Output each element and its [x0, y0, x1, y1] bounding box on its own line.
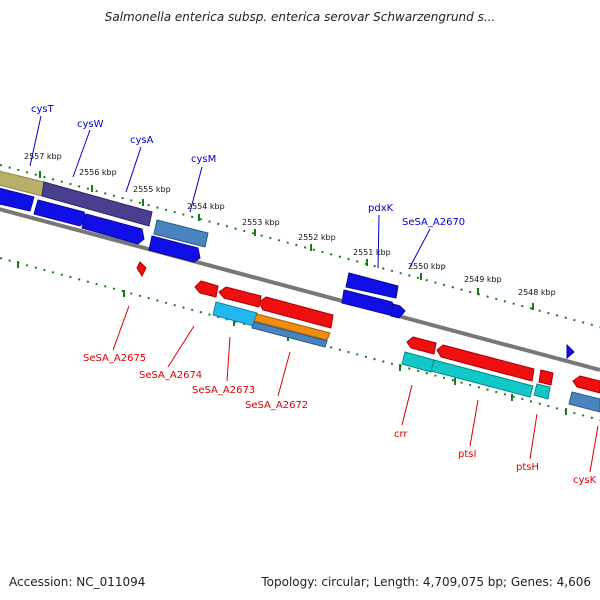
gene-cyan-d[interactable] [533, 383, 551, 400]
bottom-leader-lines [112, 305, 599, 473]
gene-label-ptsH: ptsH [516, 462, 539, 473]
gene-label-SeSA_A2674: SeSA_A2674 [139, 370, 202, 381]
topology-text: Topology: circular; Length: 4,709,075 bp… [261, 575, 591, 589]
gene-label-ptsI: ptsI [458, 449, 476, 460]
gene-crr[interactable] [406, 336, 437, 355]
accession-text: Accession: NC_011094 [9, 575, 146, 589]
gene-label-SeSA_A2673: SeSA_A2673 [192, 385, 255, 396]
ruler-label-2552: 2552 kbp [298, 233, 336, 242]
gene-label-SeSA_A2672: SeSA_A2672 [245, 400, 308, 411]
gene-cysM[interactable] [153, 219, 209, 248]
gene-orange[interactable] [253, 313, 331, 341]
top-ruler-line [0, 164, 600, 328]
gene-cysK[interactable] [572, 375, 600, 394]
genome-backbone [0, 207, 600, 372]
gene-label-cysK: cysK [573, 475, 597, 486]
gene-SeSA_A2673[interactable] [218, 286, 262, 308]
gene-block-blue-1[interactable] [0, 187, 35, 212]
ruler-label-2550: 2550 kbp [408, 262, 446, 271]
gene-cysW[interactable] [41, 181, 153, 227]
gene-label-pdxK: pdxK [368, 203, 394, 214]
gene-cyan-b[interactable] [401, 351, 435, 373]
top-leader-lines [29, 115, 431, 269]
gene-cysM-blue[interactable] [148, 235, 201, 263]
map-title: Salmonella enterica subsp. enterica sero… [104, 10, 496, 24]
ruler-ticks [17, 171, 567, 415]
gene-steel[interactable] [251, 321, 328, 348]
gene-ptsH[interactable] [538, 369, 554, 386]
ruler-label-2554: 2554 kbp [187, 202, 225, 211]
ruler-label-2549: 2549 kbp [464, 275, 502, 284]
gene-small-blue[interactable] [390, 303, 406, 319]
gene-label-cysW: cysW [77, 119, 104, 130]
gene-steel-right[interactable] [568, 391, 600, 413]
gene-SeSA_A2674[interactable] [194, 280, 219, 298]
gene-label-SeSA_A2675: SeSA_A2675 [83, 353, 146, 364]
ruler-label-2557: 2557 kbp [24, 152, 62, 161]
forward-strand-genes [0, 170, 575, 360]
reverse-strand-genes [136, 261, 600, 413]
gene-cyan-c[interactable] [430, 359, 534, 398]
ruler-label-2553: 2553 kbp [242, 218, 280, 227]
gene-small-blue-right[interactable] [566, 343, 575, 360]
gene-label-cysA: cysA [130, 135, 154, 146]
gene-label-crr: crr [394, 429, 408, 440]
gene-label-SeSA_A2670: SeSA_A2670 [402, 217, 465, 228]
gene-label-cysM: cysM [191, 154, 216, 165]
ruler-label-2556: 2556 kbp [79, 168, 117, 177]
ruler-label-2548: 2548 kbp [518, 288, 556, 297]
gene-SeSA_A2672[interactable] [258, 296, 334, 329]
gene-pdxK[interactable] [345, 272, 399, 299]
ruler-label-2551: 2551 kbp [353, 248, 391, 257]
gene-label-cysT: cysT [31, 104, 55, 115]
gene-ptsI[interactable] [436, 344, 535, 382]
ruler-label-2555: 2555 kbp [133, 185, 171, 194]
gene-cysA[interactable] [81, 213, 145, 245]
gene-SeSA_A2675[interactable] [136, 261, 147, 278]
